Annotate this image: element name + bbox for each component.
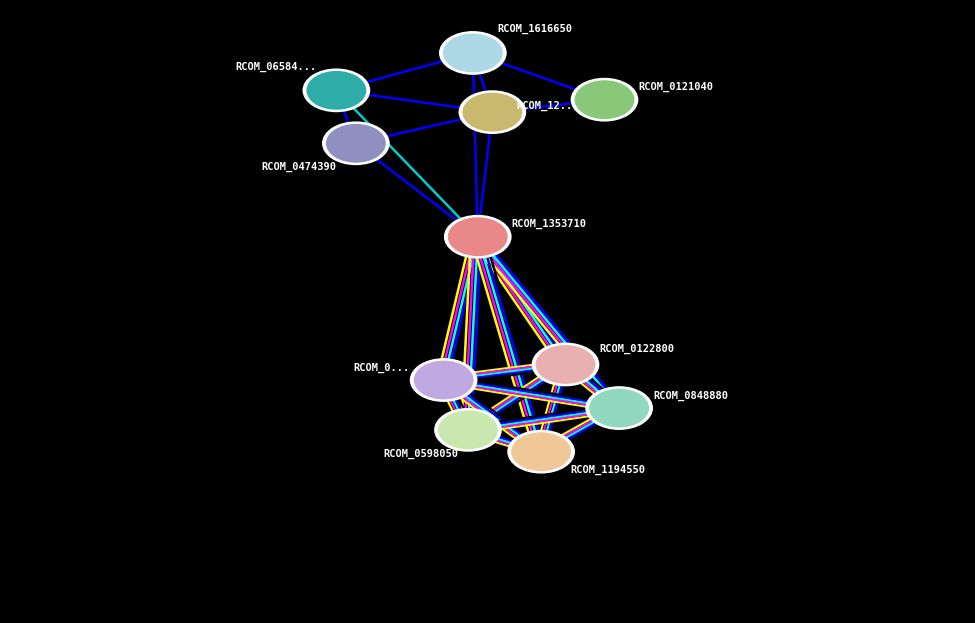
Circle shape — [410, 359, 477, 401]
Text: RCOM_0121040: RCOM_0121040 — [639, 82, 714, 92]
Circle shape — [303, 69, 370, 112]
Text: RCOM_1194550: RCOM_1194550 — [570, 465, 645, 475]
Circle shape — [327, 125, 385, 162]
Circle shape — [444, 34, 502, 72]
Circle shape — [508, 430, 574, 473]
Circle shape — [571, 78, 638, 121]
Circle shape — [323, 122, 389, 164]
Circle shape — [445, 216, 511, 258]
Circle shape — [586, 387, 652, 429]
Circle shape — [448, 218, 507, 255]
Text: RCOM_12...: RCOM_12... — [517, 101, 579, 111]
Text: RCOM_0848880: RCOM_0848880 — [653, 391, 728, 401]
Text: RCOM_0...: RCOM_0... — [353, 363, 410, 373]
Text: RCOM_1616650: RCOM_1616650 — [497, 24, 572, 34]
Text: RCOM_0474390: RCOM_0474390 — [261, 162, 336, 172]
Circle shape — [307, 72, 366, 109]
Text: RCOM_0598050: RCOM_0598050 — [383, 449, 458, 459]
Circle shape — [414, 361, 473, 399]
Text: RCOM_0122800: RCOM_0122800 — [600, 344, 675, 354]
Circle shape — [459, 91, 526, 133]
Text: RCOM_1353710: RCOM_1353710 — [512, 219, 587, 229]
Circle shape — [575, 81, 634, 118]
Circle shape — [435, 409, 501, 451]
Text: RCOM_06584...: RCOM_06584... — [236, 62, 317, 72]
Circle shape — [512, 433, 570, 470]
Circle shape — [590, 389, 648, 427]
Circle shape — [536, 346, 595, 383]
Circle shape — [532, 343, 599, 386]
Circle shape — [439, 411, 497, 449]
Circle shape — [440, 32, 506, 74]
Circle shape — [463, 93, 522, 131]
